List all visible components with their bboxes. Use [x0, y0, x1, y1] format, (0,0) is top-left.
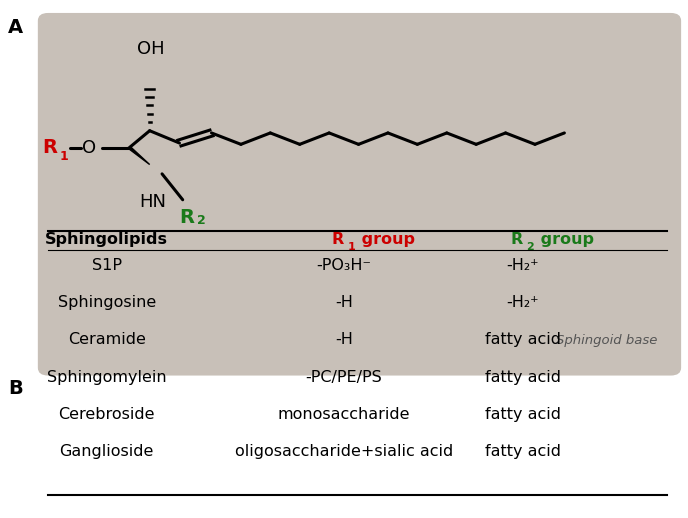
Text: OH: OH: [137, 40, 165, 58]
Text: fatty acid: fatty acid: [485, 407, 561, 422]
Text: group: group: [356, 232, 416, 247]
Text: R: R: [43, 138, 58, 157]
Text: -PO₃H⁻: -PO₃H⁻: [316, 258, 372, 272]
Polygon shape: [127, 148, 150, 165]
Text: A: A: [8, 18, 23, 37]
Text: Ceramide: Ceramide: [67, 333, 146, 347]
Text: fatty acid: fatty acid: [485, 370, 561, 384]
Text: -H: -H: [335, 295, 353, 310]
Text: 2: 2: [197, 214, 206, 227]
Text: Cerebroside: Cerebroside: [58, 407, 155, 422]
Text: HN: HN: [140, 193, 166, 211]
Text: S1P: S1P: [92, 258, 122, 272]
Text: -H: -H: [335, 333, 353, 347]
Text: R: R: [510, 232, 523, 247]
Text: oligosaccharide+sialic acid: oligosaccharide+sialic acid: [235, 444, 453, 459]
Text: -PC/PE/PS: -PC/PE/PS: [305, 370, 383, 384]
Text: R: R: [332, 232, 344, 247]
Text: B: B: [8, 379, 23, 398]
Text: R: R: [180, 208, 194, 226]
Text: Sphingolipids: Sphingolipids: [45, 232, 168, 247]
Text: -H₂⁺: -H₂⁺: [506, 258, 539, 272]
FancyBboxPatch shape: [38, 13, 681, 376]
Text: Sphingosine: Sphingosine: [58, 295, 155, 310]
Text: fatty acid: fatty acid: [485, 444, 561, 459]
Text: 1: 1: [347, 242, 355, 252]
Text: O: O: [82, 139, 96, 156]
Text: fatty acid: fatty acid: [485, 333, 561, 347]
Text: group: group: [535, 232, 594, 247]
Text: 1: 1: [59, 150, 68, 164]
Text: -H₂⁺: -H₂⁺: [506, 295, 539, 310]
Text: Sphingoid base: Sphingoid base: [556, 334, 657, 347]
Text: 2: 2: [526, 242, 534, 252]
Text: monosaccharide: monosaccharide: [278, 407, 410, 422]
Text: Sphingomylein: Sphingomylein: [47, 370, 166, 384]
Text: Ganglioside: Ganglioside: [59, 444, 154, 459]
